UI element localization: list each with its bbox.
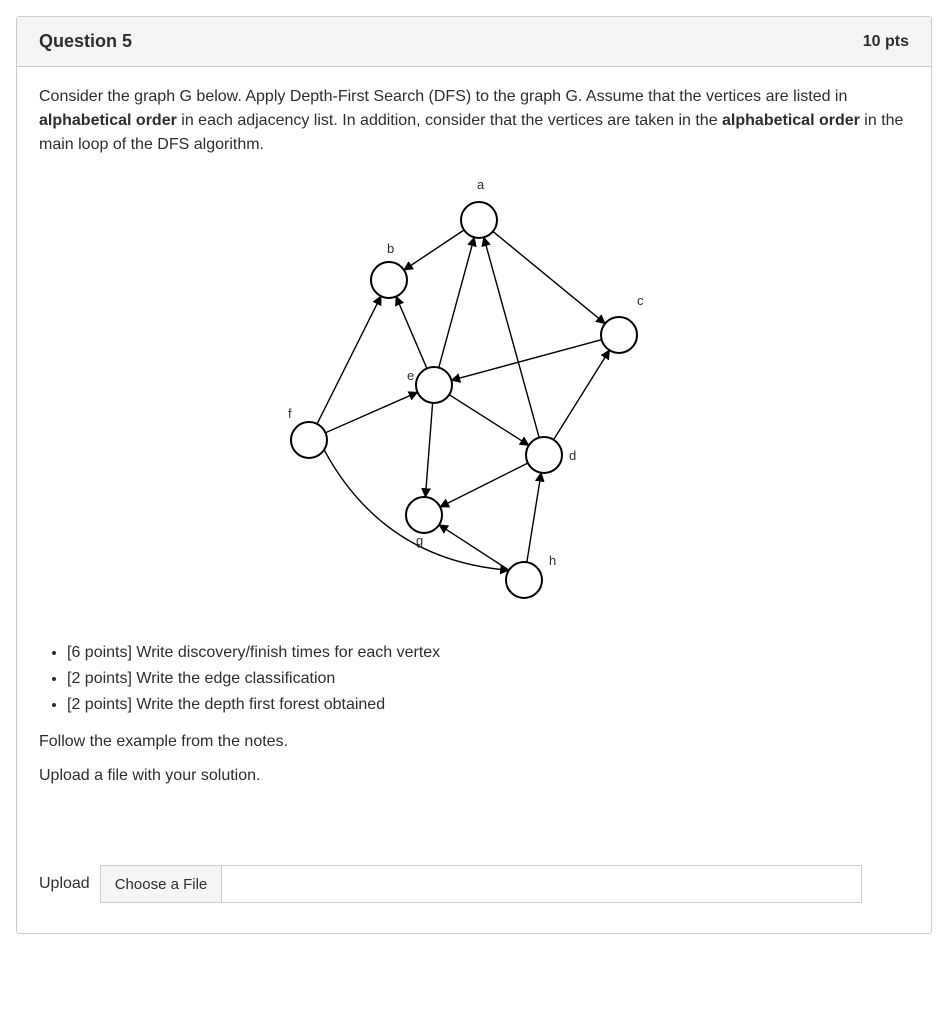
- question-header: Question 5 10 pts: [17, 17, 931, 67]
- question-points: 10 pts: [863, 33, 909, 51]
- graph-edge: [439, 237, 475, 367]
- upload-label: Upload: [39, 875, 90, 893]
- task-item: [2 points] Write the depth first forest …: [67, 693, 909, 717]
- graph-edge: [317, 296, 381, 424]
- graph-svg: a b c d e f g h: [244, 165, 704, 625]
- graph-edge: [425, 403, 432, 497]
- graph-node: [461, 202, 497, 238]
- upload-field[interactable]: Choose a File: [100, 865, 862, 903]
- prompt-paragraph: Consider the graph G below. Apply Depth-…: [39, 85, 909, 157]
- page: Question 5 10 pts Consider the graph G b…: [0, 0, 948, 950]
- prompt-bold-2: alphabetical order: [722, 112, 860, 129]
- question-card: Question 5 10 pts Consider the graph G b…: [16, 16, 932, 934]
- graph-container: a b c d e f g h: [39, 165, 909, 625]
- choose-file-button[interactable]: Choose a File: [101, 866, 223, 902]
- graph-node: [291, 422, 327, 458]
- graph-node-label: e: [407, 368, 414, 383]
- upload-row: Upload Choose a File: [39, 865, 909, 903]
- graph-node-label: g: [416, 533, 423, 548]
- graph-node-label: f: [288, 406, 292, 421]
- graph-edge: [440, 463, 528, 507]
- question-body: Consider the graph G below. Apply Depth-…: [17, 67, 931, 933]
- prompt-bold-1: alphabetical order: [39, 112, 177, 129]
- graph-edge: [527, 473, 541, 562]
- graph-node: [601, 317, 637, 353]
- graph-node: [371, 262, 407, 298]
- graph-node-label: a: [477, 177, 485, 192]
- prompt-text-1: Consider the graph G below. Apply Depth-…: [39, 88, 847, 105]
- task-item: [2 points] Write the edge classification: [67, 667, 909, 691]
- graph-node-label: h: [549, 553, 556, 568]
- tasks-list: [6 points] Write discovery/finish times …: [39, 641, 909, 717]
- graph-edge: [396, 297, 427, 369]
- graph-node-label: b: [387, 241, 394, 256]
- graph-node-label: c: [637, 293, 644, 308]
- graph-edge: [439, 525, 509, 570]
- graph-node-label: d: [569, 448, 576, 463]
- prompt-text-2: in each adjacency list. In addition, con…: [177, 112, 722, 129]
- graph-edge: [484, 237, 539, 437]
- graph-edge: [404, 230, 464, 270]
- question-prompt: Consider the graph G below. Apply Depth-…: [39, 85, 909, 157]
- graph-node: [416, 367, 452, 403]
- graph-edge: [554, 350, 610, 439]
- upload-instruction: Upload a file with your solution.: [39, 767, 909, 785]
- graph-node: [406, 497, 442, 533]
- question-title: Question 5: [39, 31, 132, 52]
- graph-edge: [325, 392, 417, 433]
- graph-edge: [493, 231, 605, 323]
- task-item: [6 points] Write discovery/finish times …: [67, 641, 909, 665]
- graph-node: [506, 562, 542, 598]
- graph-edge: [451, 340, 601, 381]
- graph-node: [526, 437, 562, 473]
- follow-example: Follow the example from the notes.: [39, 733, 909, 751]
- graph-edge: [449, 395, 529, 446]
